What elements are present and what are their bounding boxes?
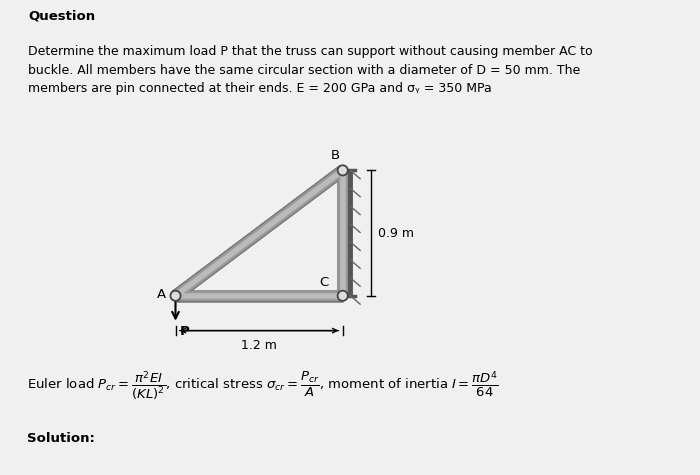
Text: P: P [180,325,190,338]
Text: Euler load $P_{cr} = \dfrac{\pi^2 EI}{(KL)^2}$, critical stress $\sigma_{cr} = \: Euler load $P_{cr} = \dfrac{\pi^2 EI}{(K… [27,369,499,401]
Text: Determine the maximum load P that the truss can support without causing member A: Determine the maximum load P that the tr… [28,45,593,95]
Text: Question: Question [28,10,95,22]
Text: C: C [319,276,329,289]
Text: 1.2 m: 1.2 m [241,339,277,352]
Text: Solution:: Solution: [27,432,95,445]
Circle shape [337,165,348,176]
Circle shape [172,292,179,299]
Text: B: B [331,149,340,162]
Text: 0.9 m: 0.9 m [378,227,414,239]
Circle shape [340,292,346,299]
Text: A: A [157,288,166,301]
Circle shape [337,291,348,301]
Circle shape [340,167,346,174]
Circle shape [170,291,181,301]
